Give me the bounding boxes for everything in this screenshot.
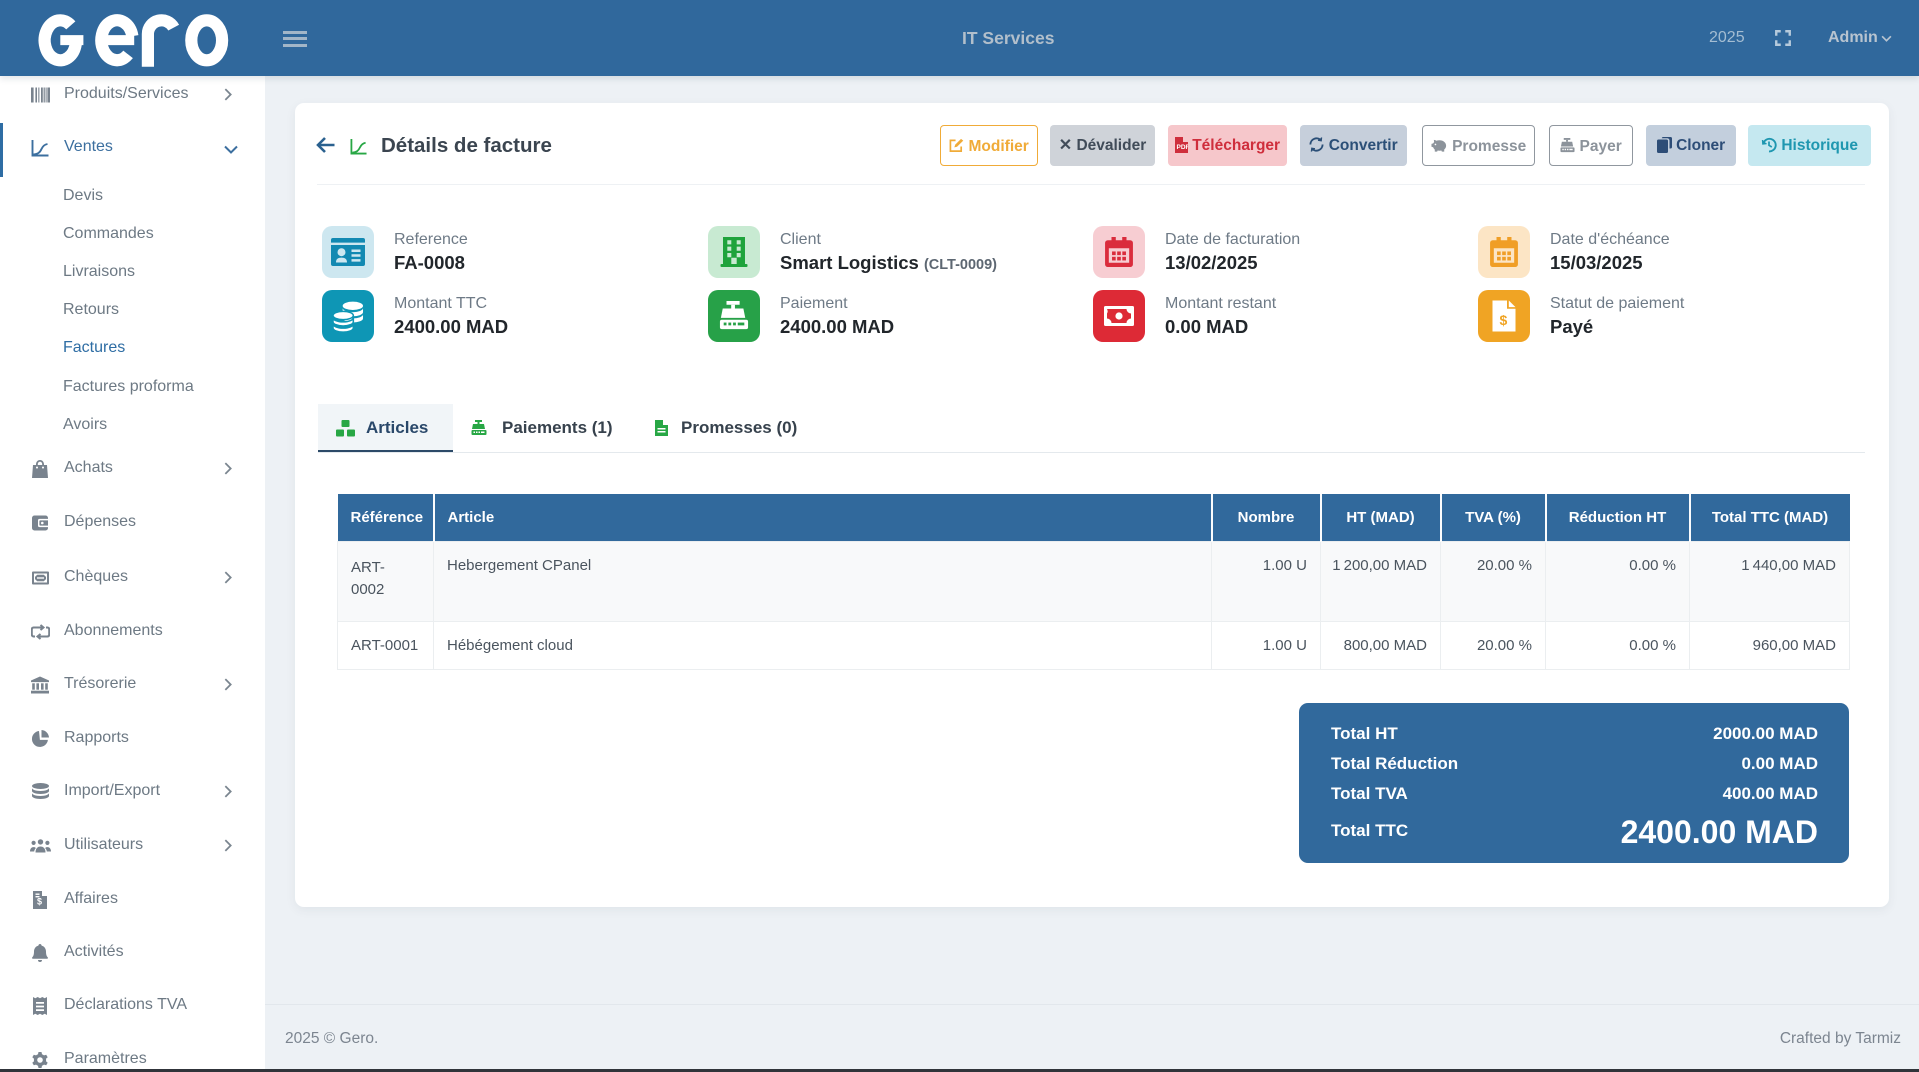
svg-text:PDF: PDF	[1176, 144, 1188, 151]
svg-text:$: $	[37, 897, 42, 907]
svg-text:$: $	[1500, 312, 1508, 328]
